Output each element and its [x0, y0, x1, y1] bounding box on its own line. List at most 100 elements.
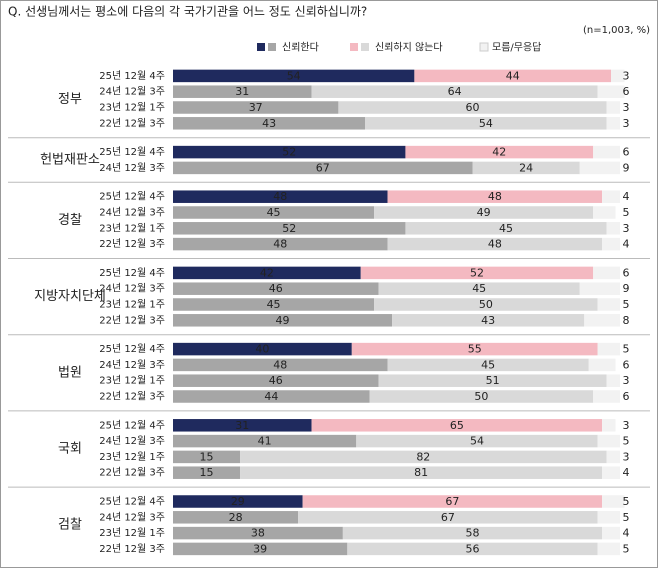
group-label: 법원 [58, 365, 82, 380]
bar-segment [579, 161, 620, 175]
row-label: 25년 12월 4주 [99, 267, 165, 279]
bar-segment [593, 145, 620, 159]
bar-segment [173, 542, 348, 556]
value-label: 5 [623, 206, 630, 219]
bar-segment [602, 495, 625, 508]
row-label: 23년 12월 1주 [99, 451, 165, 463]
bar-segment [365, 117, 607, 130]
bar-segment [173, 266, 361, 280]
value-label: 52 [282, 146, 296, 159]
value-label: 67 [441, 511, 455, 524]
bar-segment [173, 495, 303, 508]
bar-segment [392, 314, 585, 327]
value-label: 15 [200, 450, 214, 463]
bar-segment [593, 206, 616, 219]
row-label: 22년 12월 3주 [99, 467, 165, 479]
row-label: 25년 12월 4주 [99, 496, 165, 508]
bar-segment [356, 434, 598, 448]
value-label: 49 [276, 314, 290, 327]
value-label: 6 [623, 358, 630, 371]
group-label: 경찰 [58, 213, 82, 228]
value-label: 6 [623, 266, 630, 279]
bar-segment [378, 374, 607, 387]
bar-segment [602, 237, 620, 251]
value-label: 4 [623, 527, 630, 540]
value-label: 49 [477, 206, 491, 219]
bar-segment [611, 69, 625, 83]
bar-segment [351, 342, 598, 356]
bar-segment [606, 450, 620, 464]
value-label: 3 [623, 69, 630, 82]
bar-segment [597, 434, 620, 448]
value-label: 31 [235, 419, 249, 432]
row-label: 25년 12월 4주 [99, 70, 165, 82]
value-label: 44 [506, 69, 520, 82]
legend-swatch [268, 43, 276, 51]
bar-segment [173, 101, 339, 114]
bar-segment [347, 542, 598, 556]
row-label: 24년 12월 3주 [99, 511, 165, 523]
value-label: 24 [519, 161, 533, 174]
value-label: 6 [623, 85, 630, 98]
value-label: 46 [269, 374, 283, 387]
bar-segment [173, 450, 241, 464]
value-label: 3 [623, 419, 630, 432]
value-label: 67 [445, 495, 459, 508]
bar-segment [378, 282, 580, 295]
note: (n=1,003, %) [583, 25, 650, 36]
group-label: 국회 [58, 442, 82, 457]
bar-segment [597, 511, 620, 524]
value-label: 64 [448, 85, 462, 98]
bar-segment [173, 282, 379, 295]
legend-label: 신뢰한다 [282, 42, 319, 54]
bar-segment [602, 419, 616, 432]
bar-segment [173, 342, 352, 356]
value-label: 50 [479, 298, 493, 311]
bar-segment [173, 434, 357, 448]
value-label: 3 [623, 101, 630, 114]
bar-segment [369, 390, 594, 403]
value-label: 45 [267, 206, 281, 219]
row-label: 23년 12월 1주 [99, 527, 165, 539]
bar-segment [173, 390, 370, 403]
group-label: 정부 [58, 92, 82, 107]
bar-segment [606, 101, 620, 114]
bar-segment [173, 374, 379, 387]
bar-segment [338, 101, 607, 114]
row-label: 23년 12월 1주 [99, 222, 165, 234]
value-label: 48 [488, 190, 502, 203]
bar-segment [405, 222, 607, 235]
row-label: 22년 12월 3주 [99, 543, 165, 555]
value-label: 31 [235, 85, 249, 98]
value-label: 3 [623, 450, 630, 463]
bar-segment [173, 222, 406, 235]
value-label: 48 [273, 238, 287, 251]
bar-segment [173, 85, 312, 98]
value-label: 5 [623, 298, 630, 311]
value-label: 67 [316, 161, 330, 174]
bar-segment [606, 374, 620, 387]
bar-segment [593, 390, 620, 403]
value-label: 41 [258, 435, 272, 448]
bar-segment [173, 419, 312, 432]
bar-segment [173, 145, 406, 159]
bar-segment [311, 419, 603, 432]
row-label: 23년 12월 1주 [99, 102, 165, 114]
value-label: 54 [479, 117, 493, 130]
bar-segment [173, 237, 388, 251]
value-label: 82 [416, 450, 430, 463]
bar-segment [298, 511, 598, 524]
bar-segment [173, 161, 473, 175]
bar-segment [405, 145, 594, 159]
value-label: 38 [251, 527, 265, 540]
bar-segment [593, 266, 620, 280]
legend-label: 모름/무응답 [492, 42, 541, 54]
value-label: 45 [267, 298, 281, 311]
value-label: 56 [465, 542, 479, 555]
bar-segment [173, 298, 375, 311]
bar-segment [342, 526, 603, 540]
value-label: 3 [623, 222, 630, 235]
group-label: 검찰 [58, 518, 82, 533]
value-label: 48 [273, 358, 287, 371]
